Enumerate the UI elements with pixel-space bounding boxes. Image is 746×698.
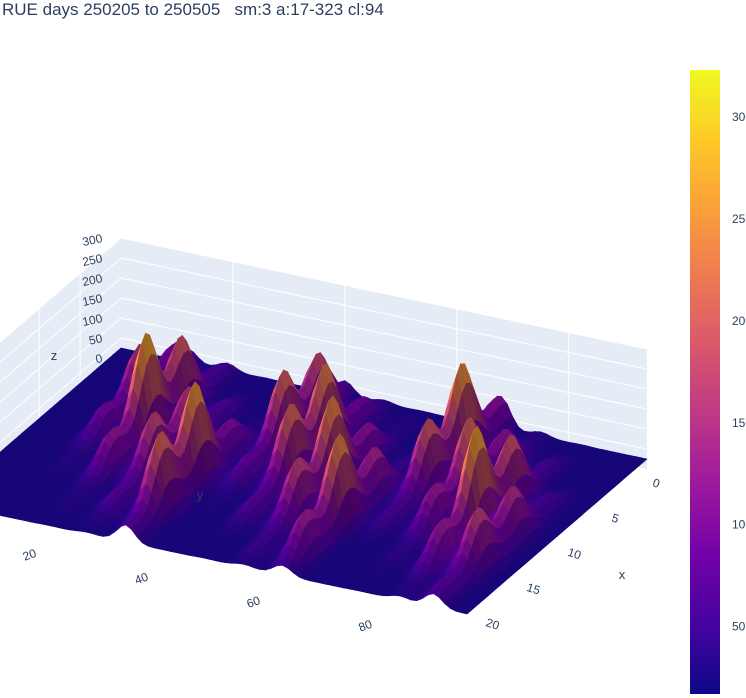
y-tick-label: 20: [21, 546, 39, 564]
back-walls: [0, 237, 648, 469]
colorbar-tick-label: 200: [732, 314, 746, 328]
y-axis-label: y: [197, 487, 204, 502]
colorbar-tick-label: 150: [732, 416, 746, 430]
z-axis-label: z: [51, 348, 58, 363]
chart-title: RUE days 250205 to 250505 sm:3 a:17-323 …: [2, 0, 384, 19]
surface: [0, 332, 648, 615]
x-tick-label: 15: [525, 580, 542, 598]
y-tick-label: 80: [357, 617, 375, 635]
colorbar-tick-label: 100: [732, 518, 746, 532]
x-tick-label: 10: [566, 545, 583, 563]
x-tick-label: 20: [484, 615, 501, 633]
z-tick-label: 300: [81, 231, 104, 249]
y-tick-label: 40: [133, 570, 151, 588]
y-tick-label: 60: [245, 593, 263, 611]
colorbar-tick-label: 50: [732, 620, 746, 634]
colorbar-tick-label: 300: [732, 110, 746, 124]
x-tick-label: 5: [610, 511, 621, 526]
colorbar-gradient: [690, 70, 720, 694]
colorbar-tick-label: 250: [732, 212, 746, 226]
x-axis-label: x: [619, 567, 626, 582]
x-tick-label: 0: [651, 476, 662, 491]
colorbar: 50 100 150 200 250 300: [690, 70, 746, 694]
